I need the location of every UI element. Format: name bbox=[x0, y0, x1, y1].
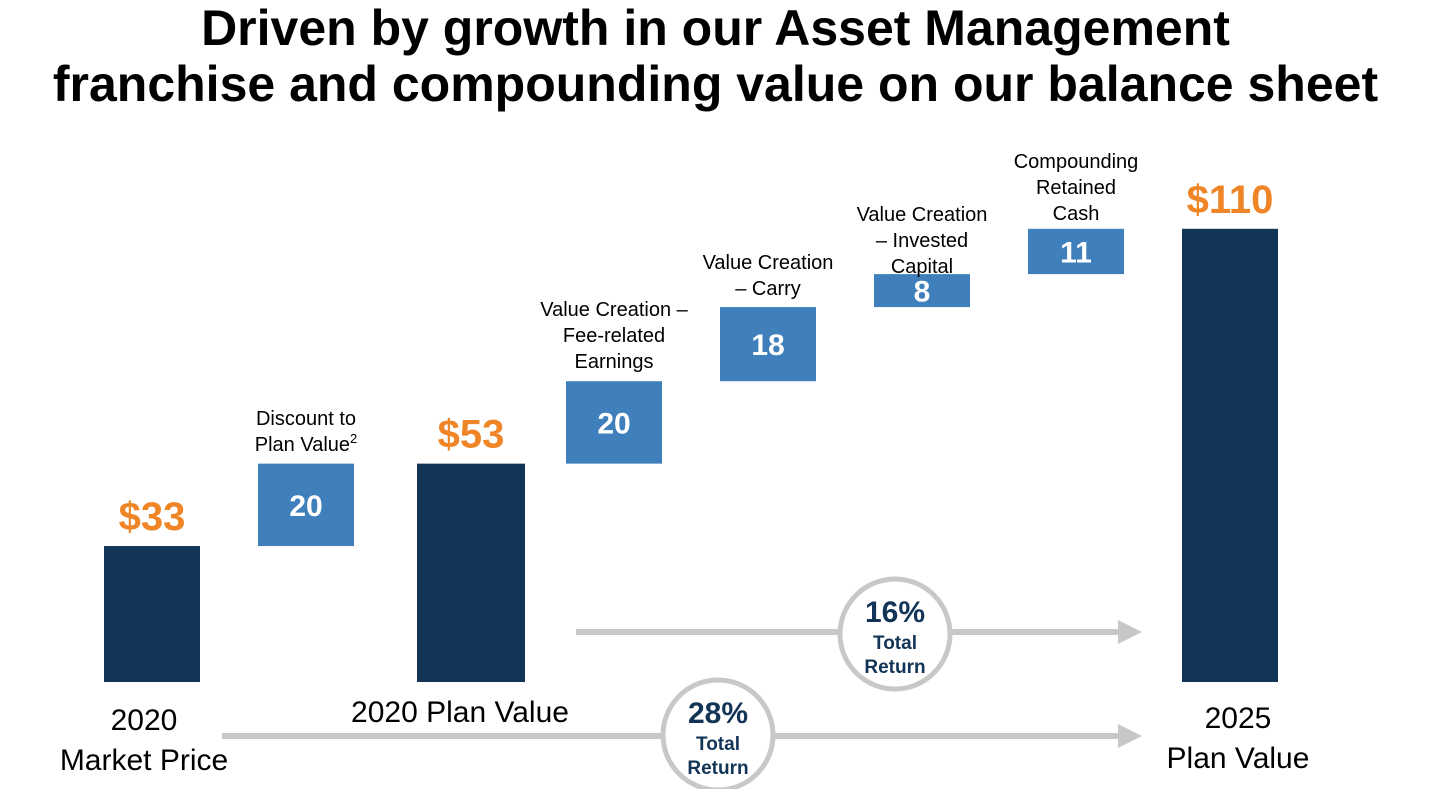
bar-3-value-label: $53 bbox=[438, 413, 505, 457]
return-arrow-2-head bbox=[1118, 724, 1142, 748]
return-arrow-1-percent: 16% bbox=[865, 596, 925, 629]
bar-2-category-line-1: Discount to bbox=[256, 408, 356, 430]
bar-7-category-line-2: Retained bbox=[1036, 177, 1116, 199]
bar-8-value-label: $110 bbox=[1187, 178, 1274, 222]
bar-6 bbox=[874, 274, 970, 308]
bar-6-category-line-2: – Invested bbox=[876, 230, 968, 252]
bar-8 bbox=[1182, 228, 1278, 683]
bar-3 bbox=[417, 463, 525, 682]
bar-7-category-line-3: Cash bbox=[1053, 203, 1100, 225]
bar-2-value-label: 20 bbox=[289, 490, 322, 523]
bar-6-category-line-1: Value Creation bbox=[857, 204, 988, 226]
bar-4-value-label: 20 bbox=[597, 407, 630, 440]
bar-4-category-line-1: Value Creation – bbox=[540, 299, 688, 321]
bar-7-value-label: 11 bbox=[1060, 236, 1092, 269]
axis-label-2025-line-1: 2025 bbox=[1205, 702, 1272, 735]
bar-5-category-line-1: Value Creation bbox=[703, 252, 834, 274]
bar-1 bbox=[104, 546, 200, 682]
bar-5 bbox=[720, 307, 816, 382]
axis-label-market-price-line-2: Market Price bbox=[60, 744, 228, 777]
bar-1-value-label: $33 bbox=[119, 495, 186, 539]
axis-label-2025-line-2: Plan Value bbox=[1167, 742, 1310, 775]
bar-2 bbox=[258, 463, 354, 547]
chart-title-line-2: franchise and compounding value on our b… bbox=[52, 56, 1379, 112]
chart-title-line-1: Driven by growth in our Asset Management bbox=[201, 0, 1230, 56]
bar-4 bbox=[566, 381, 662, 464]
bar-7 bbox=[1028, 228, 1124, 275]
return-arrow-2-label-line-2: Return bbox=[687, 758, 748, 779]
axis-label-market-price-line-1: 2020 bbox=[111, 704, 178, 737]
axis-label-2020-plan-value: 2020 Plan Value bbox=[351, 696, 569, 729]
return-arrow-2-badge bbox=[660, 677, 776, 789]
return-arrow-1-head bbox=[1118, 620, 1142, 644]
bar-5-value-label: 18 bbox=[751, 329, 784, 362]
return-arrow-1-badge bbox=[837, 576, 953, 692]
chart-title: Driven by growth in our Asset Management… bbox=[0, 0, 1431, 112]
return-arrow-2-label-line-1: Total bbox=[696, 734, 740, 755]
bar-6-category-line-3: Capital bbox=[891, 256, 953, 278]
return-arrow-1-label-line-1: Total bbox=[873, 633, 917, 654]
bar-5-category-line-2: – Carry bbox=[735, 278, 801, 300]
bar-6-value-label: 8 bbox=[914, 276, 931, 309]
return-arrow-1-label-line-2: Return bbox=[864, 657, 925, 678]
bar-7-category-line-1: Compounding bbox=[1014, 151, 1139, 173]
bar-4-category-line-3: Earnings bbox=[575, 351, 654, 373]
return-arrow-2-percent: 28% bbox=[688, 697, 748, 730]
bar-2-category-line-2: Plan Value2 bbox=[255, 431, 358, 456]
bar-4-category-line-2: Fee-related bbox=[563, 325, 665, 347]
